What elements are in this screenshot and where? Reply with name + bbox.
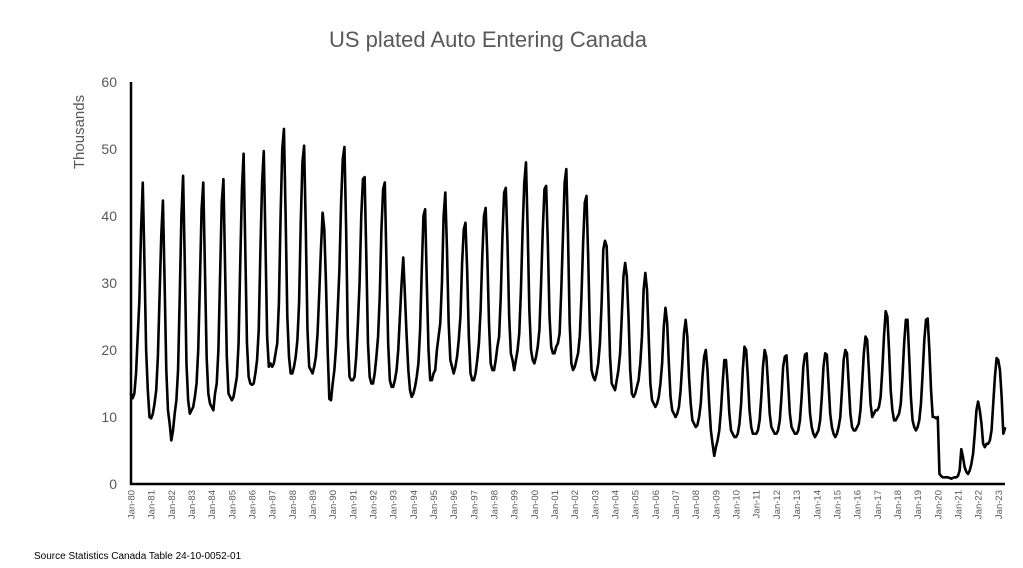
- y-tick-label: 10: [101, 409, 117, 425]
- x-tick-label: Jan-13: [792, 490, 803, 519]
- x-tick-label: Jan-11: [752, 490, 763, 518]
- x-tick-label: Jan-86: [248, 490, 259, 519]
- x-tick-label: Jan-82: [167, 490, 178, 519]
- y-tick-label: 0: [109, 476, 117, 492]
- x-tick-label: Jan-22: [974, 490, 985, 519]
- x-tick-label: Jan-96: [449, 490, 460, 519]
- x-tick-label: Jan-97: [469, 490, 480, 519]
- y-tick-label: 20: [101, 342, 117, 358]
- x-tick-label: Jan-83: [187, 490, 198, 519]
- x-tick-label: Jan-89: [308, 490, 319, 519]
- x-tick-label: Jan-15: [832, 490, 843, 519]
- x-tick-label: Jan-14: [812, 490, 823, 519]
- x-tick-label: Jan-01: [550, 490, 561, 519]
- source-note: Source Statistics Canada Table 24-10-005…: [34, 551, 242, 562]
- x-tick-label: Jan-18: [893, 490, 904, 519]
- y-axis-label: Thousands: [71, 95, 88, 169]
- y-tick-label: 40: [101, 208, 117, 224]
- x-tick-label: Jan-93: [389, 490, 400, 519]
- x-tick-label: Jan-21: [953, 490, 964, 519]
- x-tick-label: Jan-87: [268, 490, 279, 519]
- x-tick-label: Jan-99: [510, 490, 521, 519]
- x-tick-label: Jan-08: [691, 490, 702, 519]
- x-tick-label: Jan-91: [348, 490, 359, 519]
- x-tick-label: Jan-17: [873, 490, 884, 519]
- x-tick-label: Jan-07: [671, 490, 682, 519]
- x-tick-label: Jan-09: [711, 490, 722, 519]
- x-tick-label: Jan-88: [288, 490, 299, 519]
- x-tick-label: Jan-05: [631, 490, 642, 519]
- x-axis-ticks: Jan-80 Jan-81 Jan-82 Jan-83 Jan-84 Jan-85 Jan-…: [127, 490, 1005, 519]
- y-tick-label: 50: [101, 141, 117, 157]
- x-tick-label: Jan-02: [570, 490, 581, 519]
- chart-title: US plated Auto Entering Canada: [329, 27, 648, 52]
- x-tick-label: Jan-03: [590, 490, 601, 519]
- x-tick-label: Jan-92: [369, 490, 380, 519]
- x-tick-label: Jan-12: [772, 490, 783, 519]
- x-tick-label: Jan-04: [611, 490, 622, 519]
- y-tick-label: 30: [101, 275, 117, 291]
- x-tick-label: Jan-94: [409, 490, 420, 519]
- x-tick-label: Jan-84: [207, 490, 218, 519]
- x-tick-label: Jan-16: [853, 490, 864, 519]
- y-axis-ticks: 0 10 20 30 40 50 60: [101, 74, 117, 492]
- series-line: [129, 127, 1007, 480]
- x-tick-label: Jan-19: [913, 490, 924, 519]
- x-tick-label: Jan-20: [933, 490, 944, 519]
- x-tick-label: Jan-85: [227, 490, 238, 519]
- x-tick-label: Jan-23: [994, 490, 1005, 519]
- x-tick-label: Jan-10: [732, 490, 743, 519]
- y-tick-label: 60: [101, 74, 117, 90]
- x-tick-label: Jan-80: [127, 490, 138, 519]
- x-tick-label: Jan-81: [147, 490, 158, 519]
- x-tick-label: Jan-06: [651, 490, 662, 519]
- x-tick-label: Jan-98: [490, 490, 501, 519]
- x-tick-label: Jan-00: [530, 490, 541, 519]
- x-tick-label: Jan-95: [429, 490, 440, 519]
- x-tick-label: Jan-90: [328, 490, 339, 519]
